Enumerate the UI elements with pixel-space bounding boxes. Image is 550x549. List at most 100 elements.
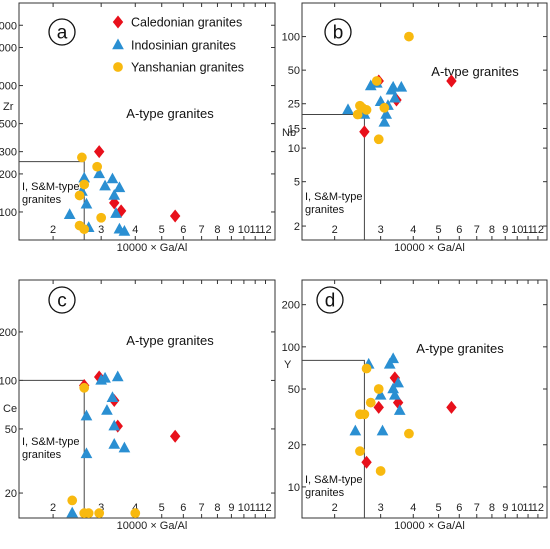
x-axis-label: 10000 × Ga/Al xyxy=(394,520,465,532)
x-tick-label: 6 xyxy=(456,502,462,514)
y-tick-label: 2000 xyxy=(0,43,17,55)
legend-marker-indosinian xyxy=(112,38,124,50)
y-tick-label: 50 xyxy=(288,384,300,396)
yanshanian-point xyxy=(94,508,105,519)
indosinian-point xyxy=(80,409,93,421)
x-tick-label: 5 xyxy=(159,224,165,236)
indosinian-point xyxy=(118,225,131,236)
x-tick-label: 2 xyxy=(332,224,338,236)
yanshanian-point xyxy=(373,134,384,145)
x-tick-label: 3 xyxy=(98,224,104,236)
x-tick-label: 3 xyxy=(378,224,384,236)
yanshanian-point xyxy=(359,409,370,420)
panel-letter: d xyxy=(325,291,336,312)
yanshanian-point xyxy=(77,152,87,163)
x-tick-label: 5 xyxy=(159,502,165,514)
plot-frame xyxy=(301,279,548,519)
x-tick-label: 10 xyxy=(238,224,250,236)
x-tick-label: 10 xyxy=(511,502,523,514)
y-tick-label: 50 xyxy=(5,424,17,436)
legend-label-indosinian: Indosinian granites xyxy=(131,39,236,53)
yanshanian-point xyxy=(375,466,386,476)
yanshanian-point xyxy=(404,31,414,42)
indosinian-point xyxy=(387,352,400,364)
indosinian-point xyxy=(388,388,401,400)
yanshanian-point xyxy=(361,105,372,115)
y-tick-label: 100 xyxy=(282,32,300,44)
caledonian-point xyxy=(93,145,105,159)
indosinian-point xyxy=(99,371,111,383)
indosinian-point xyxy=(99,179,111,191)
indosinian-point xyxy=(387,382,400,394)
indosinian-point xyxy=(387,80,400,92)
y-axis-label: Zr xyxy=(3,101,14,113)
indosinian-point xyxy=(63,208,76,219)
plot-frame xyxy=(18,279,276,519)
indosinian-point xyxy=(380,108,393,119)
field-label-ism-type: I, S&M-type xyxy=(305,191,362,203)
indosinian-point xyxy=(110,207,122,218)
indosinian-point xyxy=(395,80,408,92)
x-tick-label: 8 xyxy=(489,224,495,236)
legend-label-yanshanian: Yanshanian granites xyxy=(131,61,244,75)
x-tick-label: 11 xyxy=(522,224,533,236)
yanshanian-point xyxy=(373,384,384,394)
x-tick-label: 9 xyxy=(228,502,234,514)
y-tick-label: 50 xyxy=(288,65,300,77)
indosinian-point xyxy=(392,376,404,388)
indosinian-point xyxy=(393,404,406,415)
yanshanian-point xyxy=(355,446,365,457)
x-tick-label: 8 xyxy=(214,502,220,514)
panel-letter-circle xyxy=(48,286,76,314)
x-tick-label: 2 xyxy=(332,502,338,514)
x-tick-label: 12 xyxy=(532,502,544,514)
field-label-a-type: A-type granites xyxy=(126,333,214,348)
legend: Caledonian granites Indosinian granites Ya… xyxy=(112,15,244,75)
yanshanian-point xyxy=(79,382,90,393)
field-label-ism-type: I, S&M-type xyxy=(22,181,79,193)
indosinian-point xyxy=(118,441,131,453)
y-tick-label: 100 xyxy=(0,375,17,387)
x-tick-label: 9 xyxy=(228,224,234,236)
y-tick-label: 3000 xyxy=(0,20,17,32)
indosinian-point xyxy=(106,172,119,184)
x-tick-label: 7 xyxy=(474,224,480,236)
y-axis-label: Ce xyxy=(3,403,17,415)
caledonian-point xyxy=(93,370,105,384)
y-tick-label: 10 xyxy=(288,482,300,494)
caledonian-point xyxy=(169,429,181,443)
y-tick-label: 100 xyxy=(0,207,17,219)
y-tick-label: 2 xyxy=(294,221,300,233)
x-axis-label: 10000 × Ga/Al xyxy=(394,242,465,254)
panel-letter: a xyxy=(57,23,68,44)
plot-frame xyxy=(301,2,548,241)
indosinian-point xyxy=(66,506,79,518)
indosinian-point xyxy=(108,188,121,200)
x-tick-label: 2 xyxy=(50,224,56,236)
y-axis-label: Nb xyxy=(282,127,296,139)
x-tick-label: 9 xyxy=(502,224,508,236)
y-tick-label: 200 xyxy=(0,327,17,339)
y-tick-label: 200 xyxy=(0,169,17,181)
indosinian-point xyxy=(383,357,396,369)
yanshanian-point xyxy=(96,212,107,223)
x-tick-label: 4 xyxy=(132,224,138,236)
y-tick-label: 25 xyxy=(288,99,300,111)
x-tick-label: 8 xyxy=(214,224,220,236)
panel-letter: b xyxy=(333,23,344,44)
panel-letter-circle xyxy=(48,18,76,46)
yanshanian-point xyxy=(79,224,90,235)
x-tick-label: 9 xyxy=(502,502,508,514)
y-tick-label: 300 xyxy=(0,147,17,159)
y-tick-label: 5 xyxy=(294,177,300,189)
x-tick-label: 2 xyxy=(50,502,56,514)
x-tick-label: 6 xyxy=(456,224,462,236)
x-tick-label: 7 xyxy=(199,502,205,514)
y-tick-label: 10 xyxy=(288,143,300,155)
field-label-ism-type: I, S&M-type xyxy=(305,474,362,486)
yanshanian-point xyxy=(92,161,103,172)
